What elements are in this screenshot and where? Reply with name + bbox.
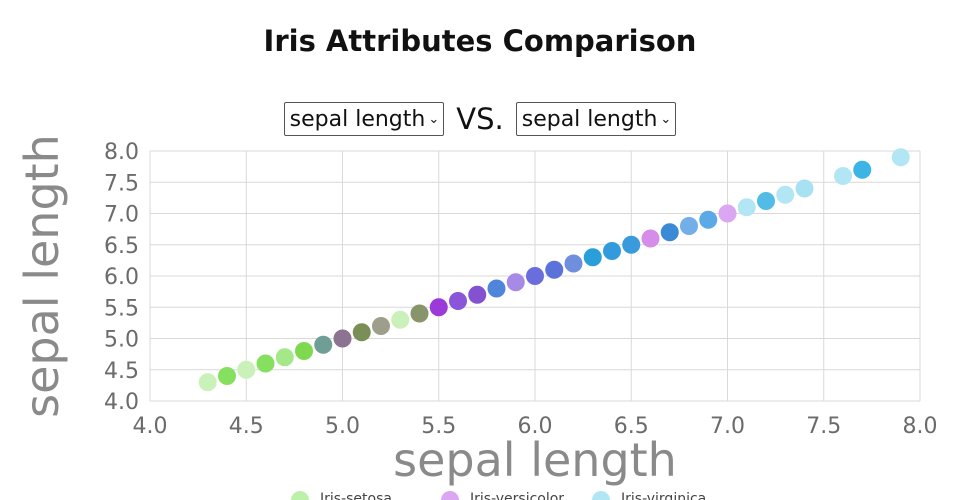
data-point[interactable] [487,279,506,298]
data-point[interactable] [333,329,352,348]
x-tick-label: 7.5 [806,414,841,439]
data-point[interactable] [218,367,236,385]
legend-marker [441,491,459,500]
y-tick-label: 5.5 [104,296,139,321]
data-point[interactable] [853,160,872,179]
y-tick-label: 7.5 [104,171,139,196]
legend-item: Iris-versicolor [441,491,564,500]
chart-title: Iris Attributes Comparison [263,24,697,58]
y-tick-label: 5.0 [104,328,139,353]
data-point[interactable] [314,335,333,354]
data-point[interactable] [275,348,294,367]
attribute-controls: sepal length ⌄ VS. sepal length ⌄ [0,100,960,138]
data-point[interactable] [295,342,313,360]
legend-marker [291,491,309,500]
data-point[interactable] [256,354,275,373]
data-point[interactable] [641,229,660,248]
data-point[interactable] [680,217,698,235]
legend-label: Iris-virginica [621,491,706,500]
x-tick-label: 4.0 [133,414,168,439]
y-attribute-value: sepal length [521,106,658,132]
data-point[interactable] [449,292,467,310]
data-point[interactable] [776,185,795,204]
data-point[interactable] [757,192,775,210]
data-point[interactable] [526,267,544,285]
legend-marker [592,491,610,500]
data-point[interactable] [834,167,852,185]
x-tick-label: 4.5 [229,414,264,439]
data-point[interactable] [237,360,256,379]
data-point[interactable] [718,204,737,223]
legend-label: Iris-setosa [320,491,392,500]
vs-label: VS. [456,102,504,136]
data-point[interactable] [198,373,217,392]
x-tick-label: 7.0 [710,414,745,439]
y-axis-ticks: 4.0 4.5 5.0 5.5 6.0 6.5 7.0 7.5 8.0 [104,140,139,415]
data-point[interactable] [506,273,525,292]
legend-item: Iris-setosa [291,491,392,500]
legend-label: Iris-versicolor [470,491,564,500]
x-attribute-select[interactable]: sepal length ⌄ [283,102,445,136]
data-point[interactable] [564,254,583,273]
data-point[interactable] [545,260,564,279]
x-tick-label: 6.0 [518,414,553,439]
y-tick-label: 6.5 [104,234,139,259]
y-axis-title: sepal length [15,134,69,418]
gridlines [149,150,921,402]
x-tick-label: 8.0 [903,414,938,439]
y-tick-label: 7.0 [104,203,139,228]
data-point[interactable] [429,298,448,317]
data-point[interactable] [468,285,487,304]
x-tick-label: 5.5 [421,414,456,439]
data-point[interactable] [891,148,910,167]
data-point[interactable] [699,210,718,229]
y-tick-label: 4.0 [104,390,139,415]
x-axis-title: sepal length [393,433,677,487]
y-tick-label: 8.0 [104,140,139,165]
data-point[interactable] [795,179,814,198]
data-point[interactable] [391,310,410,329]
y-tick-label: 4.5 [104,359,139,384]
y-tick-label: 6.0 [104,265,139,290]
data-point[interactable] [622,235,641,254]
chevron-down-icon: ⌄ [660,111,672,127]
y-attribute-select[interactable]: sepal length ⌄ [515,102,677,136]
x-tick-label: 6.5 [614,414,649,439]
x-axis-ticks: 4.0 4.5 5.0 5.5 6.0 6.5 7.0 7.5 8.0 [133,414,938,439]
legend: Iris-setosa Iris-versicolor Iris-virginica [291,491,706,500]
data-point[interactable] [352,323,371,342]
data-points [198,148,910,392]
data-point[interactable] [660,223,679,242]
data-point[interactable] [410,304,429,323]
x-attribute-value: sepal length [289,106,426,132]
data-point[interactable] [737,198,756,217]
chevron-down-icon: ⌄ [428,111,440,127]
data-point[interactable] [372,317,390,335]
data-point[interactable] [583,248,602,267]
legend-item: Iris-virginica [592,491,706,500]
data-point[interactable] [603,242,621,260]
x-tick-label: 5.0 [325,414,360,439]
